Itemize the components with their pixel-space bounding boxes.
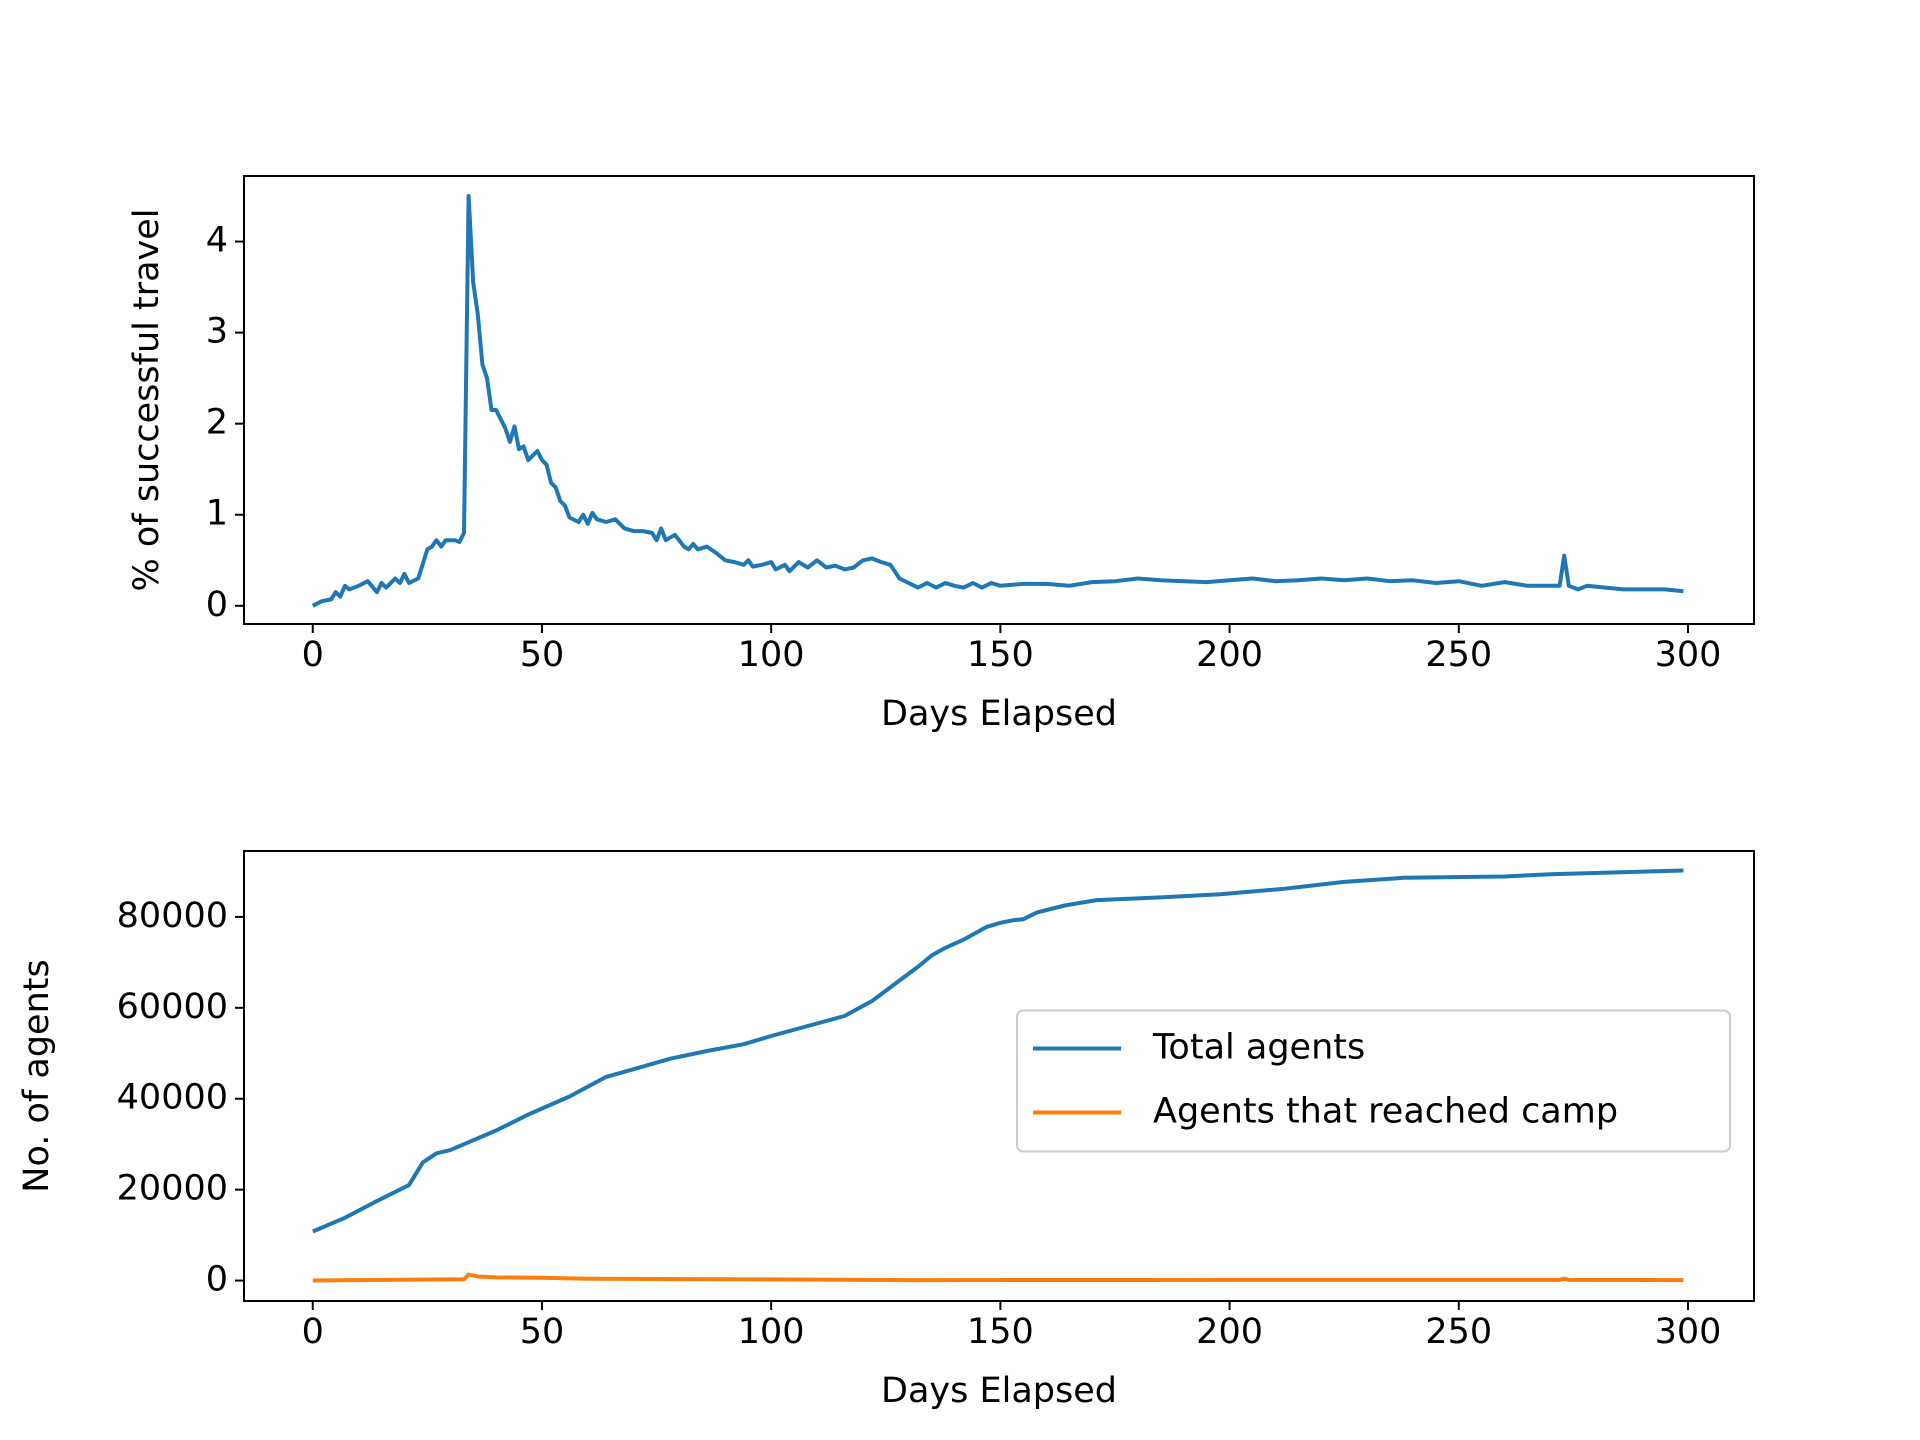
x-tick-label: 150 xyxy=(967,1312,1034,1352)
y-tick-label: 20000 xyxy=(117,1169,228,1209)
data-line xyxy=(311,194,1684,608)
legend: Total agents Agents that reached camp xyxy=(1016,1009,1731,1153)
data-line xyxy=(312,868,1684,1234)
x-tick-label: 50 xyxy=(520,1312,565,1352)
x-axis-label: Days Elapsed xyxy=(881,694,1117,734)
x-tick-label: 0 xyxy=(302,635,324,675)
x-axis-label: Days Elapsed xyxy=(881,1371,1117,1411)
y-tick-label: 80000 xyxy=(117,896,228,936)
x-tick-label: 100 xyxy=(738,635,805,675)
axes-frame xyxy=(243,850,1755,1302)
x-tick-label: 200 xyxy=(1196,635,1263,675)
x-tick-label: 300 xyxy=(1655,1312,1722,1352)
y-tick-label: 60000 xyxy=(117,987,228,1027)
x-tick-label: 250 xyxy=(1425,635,1492,675)
x-tick-label: 0 xyxy=(302,1312,324,1352)
y-tick-label: 0 xyxy=(206,1260,228,1300)
y-axis-label: No. of agents xyxy=(17,959,57,1192)
x-tick-label: 250 xyxy=(1425,1312,1492,1352)
y-tick-label: 2 xyxy=(206,403,228,443)
axes-frame xyxy=(243,175,1755,625)
x-tick-label: 200 xyxy=(1196,1312,1263,1352)
legend-frame xyxy=(1016,1009,1731,1153)
legend-label: Agents that reached camp xyxy=(1153,1092,1618,1132)
x-tick-label: 300 xyxy=(1655,635,1722,675)
y-tick-label: 4 xyxy=(206,221,228,261)
y-tick-label: 0 xyxy=(206,585,228,625)
y-tick-label: 1 xyxy=(206,494,228,534)
y-axis-label: % of successful travel xyxy=(127,208,167,591)
x-tick-label: 150 xyxy=(967,635,1034,675)
x-tick-label: 100 xyxy=(738,1312,805,1352)
y-tick-label: 40000 xyxy=(117,1078,228,1118)
y-tick-label: 3 xyxy=(206,312,228,352)
data-line xyxy=(312,1272,1684,1283)
legend-label: Total agents xyxy=(1152,1028,1365,1068)
x-tick-label: 50 xyxy=(520,635,565,675)
